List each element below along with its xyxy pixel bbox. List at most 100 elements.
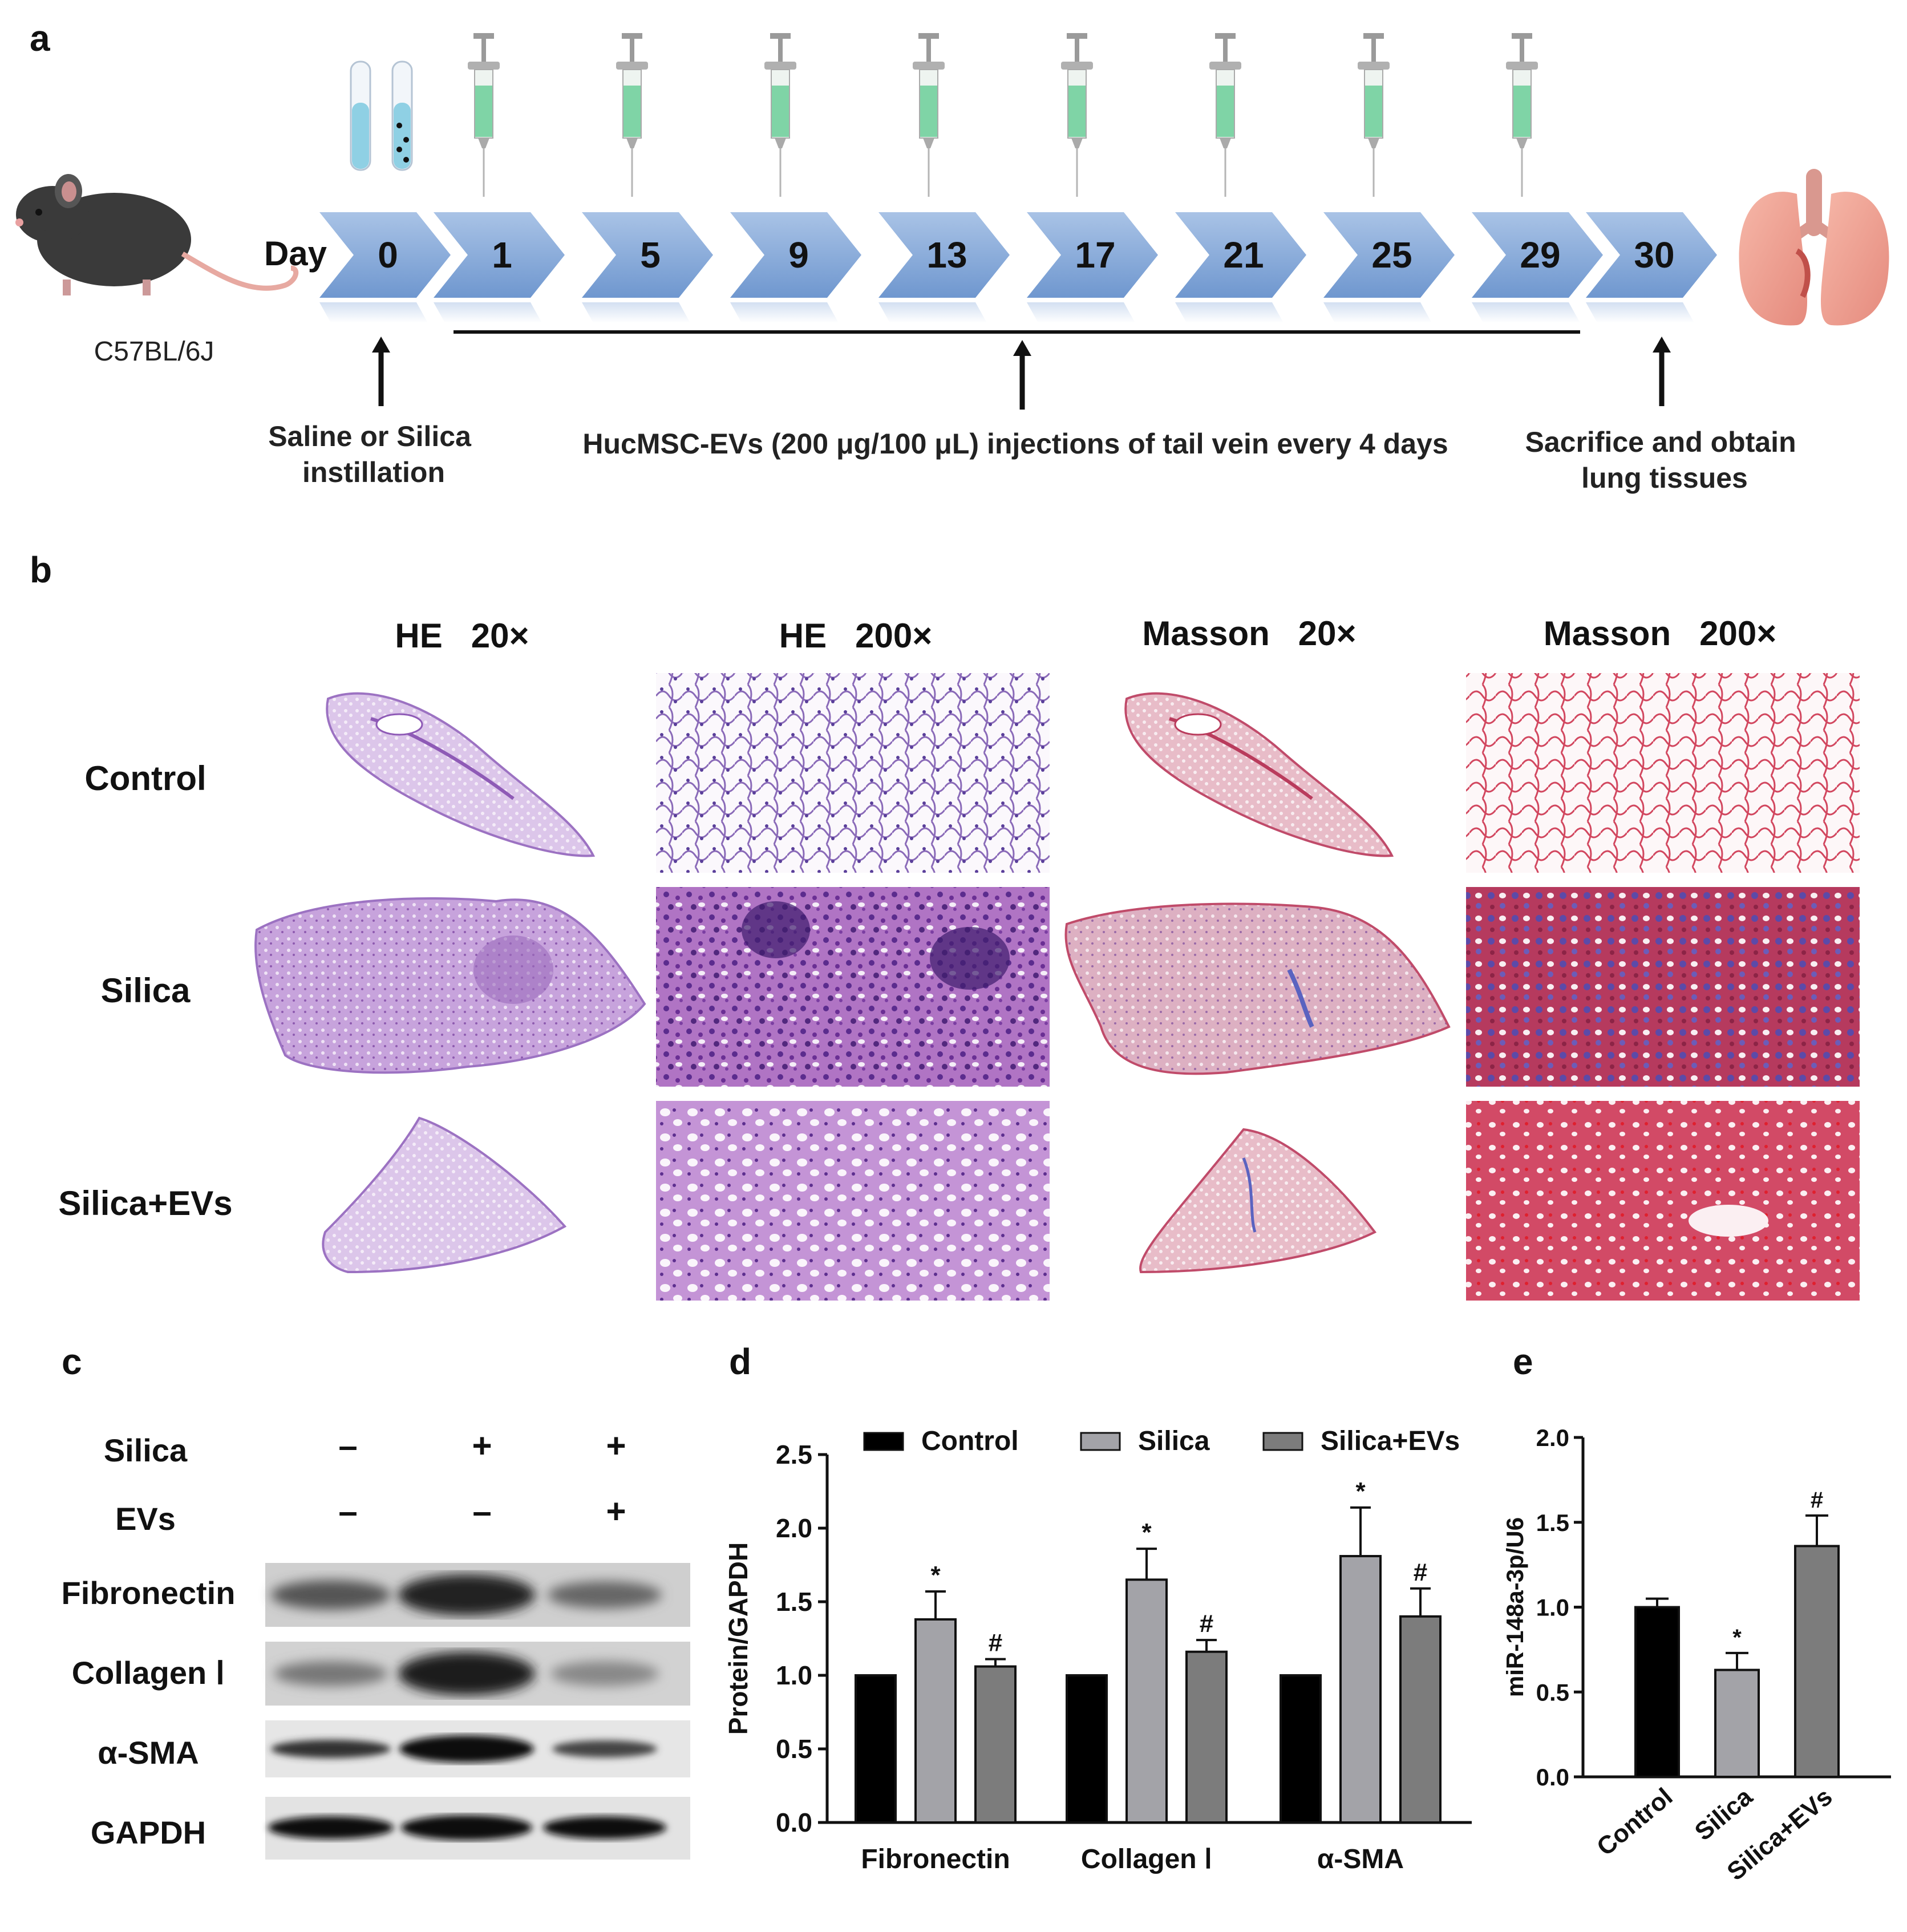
condition-label-evs: EVs <box>115 1501 176 1537</box>
timeline-chevron: 29 <box>1472 212 1603 323</box>
he-20x-silica-image <box>254 897 646 1074</box>
he-20x-silica-evs-image <box>322 1116 567 1274</box>
day-number-label: 17 <box>1075 234 1115 276</box>
y-axis-label: Protein/GAPDH <box>723 1542 753 1735</box>
significance-mark: * <box>1355 1477 1366 1505</box>
y-tick-label: 0.0 <box>776 1808 812 1837</box>
bar <box>1125 1578 1168 1824</box>
instillation-label-line2: instillation <box>302 456 445 488</box>
arrow-up-icon <box>1653 337 1671 406</box>
he-200x-control-image <box>656 673 1050 873</box>
mirna-bar-chart: 0.0 0.5 1.0 1.5 2.0 miR-148a-3p/U6 Control * Sil… <box>1506 1424 1891 1886</box>
masson-20x-silica-image <box>1064 902 1451 1075</box>
band-label-collagen: Collagen Ⅰ <box>71 1655 225 1691</box>
bar <box>855 1674 897 1824</box>
histology-column-header: HE 20× <box>395 617 529 655</box>
histology-row-label: Silica <box>100 971 191 1010</box>
masson-200x-silica-evs-image <box>1466 1101 1860 1301</box>
day-number-label: 21 <box>1223 234 1264 276</box>
bar <box>914 1618 957 1824</box>
day-number-label: 0 <box>378 234 398 276</box>
significance-mark: # <box>1200 1610 1213 1638</box>
histology-images <box>254 673 1860 1301</box>
syringe-icon <box>764 33 796 197</box>
histology-row-label: Silica+EVs <box>58 1184 233 1222</box>
timeline-diagram: C57BL/6J Day 0 1 5 9 13 17 21 25 29 30 <box>15 33 1889 494</box>
significance-mark: * <box>1732 1625 1742 1650</box>
y-axis-label: miR-148a-3p/U6 <box>1506 1517 1528 1697</box>
timeline-chevron: 9 <box>730 212 861 323</box>
injection-label: HucMSC-EVs (200 μg/100 μL) injections of… <box>582 428 1448 460</box>
y-tick-label: 2.0 <box>776 1513 812 1543</box>
y-tick-label: 0.5 <box>776 1734 812 1764</box>
silica-sign: – <box>338 1427 358 1465</box>
syringe-icon <box>1209 33 1241 197</box>
histology-column-header: Masson 20× <box>1142 614 1357 653</box>
evs-sign: + <box>606 1492 626 1530</box>
day-number-label: 29 <box>1520 234 1560 276</box>
mouse-icon <box>15 174 299 295</box>
evs-sign: – <box>338 1492 358 1530</box>
panel-label-b: b <box>30 549 52 590</box>
histology-column-header: Masson 200× <box>1543 614 1777 653</box>
timeline-chevron: 17 <box>1027 212 1158 323</box>
y-tick-label: 1.0 <box>1536 1594 1569 1621</box>
significance-mark: * <box>930 1561 941 1589</box>
syringe-icon <box>913 33 945 197</box>
timeline-chevron: 0 <box>319 212 451 323</box>
timeline-chevrons: 0 1 5 9 13 17 21 25 29 30 <box>319 212 1717 323</box>
significance-mark: # <box>1811 1488 1823 1513</box>
timeline-chevron: 30 <box>1586 212 1717 323</box>
y-tick-label: 2.5 <box>776 1440 812 1469</box>
svg-text:Control: Control <box>921 1426 1019 1456</box>
syringe-icons <box>468 33 1538 197</box>
band-label-asma: α-SMA <box>98 1735 199 1771</box>
arrow-up-icon <box>372 337 390 406</box>
legend-entry: Silica+EVs <box>1262 1426 1460 1456</box>
bar <box>1185 1650 1228 1824</box>
x-category-label: Control <box>1592 1783 1678 1861</box>
sacrifice-label-line1: Sacrifice and obtain <box>1525 426 1796 458</box>
silica-tube-icon <box>391 60 413 171</box>
saline-tube-icon <box>350 60 371 171</box>
sacrifice-label-line2: lung tissues <box>1581 462 1748 494</box>
y-tick-label: 1.5 <box>1536 1509 1569 1536</box>
bar <box>1399 1615 1442 1824</box>
silica-sign: + <box>606 1427 626 1465</box>
masson-200x-control-image <box>1466 673 1860 873</box>
svg-text:Saline or Silica instillat: Saline or Silica instillation <box>268 420 479 488</box>
lung-icon <box>1739 169 1889 326</box>
timeline-chevron: 21 <box>1175 212 1306 323</box>
syringe-icon <box>1061 33 1093 197</box>
masson-20x-silica-evs-image <box>1139 1128 1377 1274</box>
day-number-label: 13 <box>926 234 967 276</box>
silica-sign: + <box>472 1427 492 1465</box>
masson-200x-silica-image <box>1466 887 1860 1087</box>
y-tick-label: 1.5 <box>776 1587 812 1617</box>
panel-label-a: a <box>30 18 50 59</box>
syringe-icon <box>616 33 648 197</box>
timeline-chevron: 25 <box>1323 212 1455 323</box>
syringe-icon <box>468 33 500 197</box>
y-tick-label: 0.5 <box>1536 1679 1569 1706</box>
day-number-label: 9 <box>788 234 809 276</box>
band-label-fibronectin: Fibronectin <box>61 1575 236 1611</box>
day-number-label: 25 <box>1371 234 1412 276</box>
bar <box>1634 1606 1680 1778</box>
masson-20x-control-image <box>1124 692 1394 857</box>
x-category-label: Fibronectin <box>861 1844 1010 1874</box>
day-number-label: 30 <box>1634 234 1674 276</box>
bar <box>1066 1674 1108 1824</box>
he-200x-silica-image <box>656 887 1050 1087</box>
he-200x-silica-evs-image <box>656 1101 1050 1301</box>
svg-text:Silica: Silica <box>1138 1426 1210 1456</box>
x-category-label: α-SMA <box>1317 1844 1404 1874</box>
histology-column-header: HE 200× <box>779 617 933 655</box>
legend-entry: Silica <box>1080 1426 1210 1456</box>
timeline-chevron: 1 <box>434 212 565 323</box>
arrow-up-icon <box>1013 340 1031 410</box>
legend-entry: Control <box>863 1426 1019 1456</box>
timeline-chevron: 13 <box>878 212 1010 323</box>
bar <box>1280 1674 1322 1824</box>
day-label: Day <box>264 234 327 273</box>
